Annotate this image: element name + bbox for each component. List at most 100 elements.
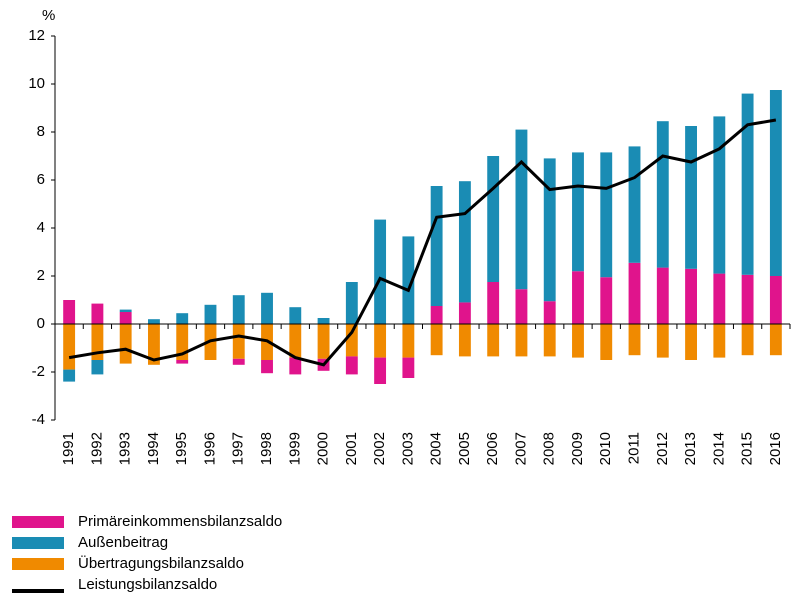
bar-segment: [600, 277, 613, 324]
x-tick-label: 1991: [60, 432, 77, 465]
bar-segment: [515, 289, 528, 324]
y-tick-label: 6: [37, 171, 45, 188]
bar-segment: [572, 271, 584, 324]
bar-segment: [176, 324, 189, 360]
bar-segment: [656, 267, 669, 324]
bar-segment: [63, 300, 76, 324]
bar-segment: [119, 324, 132, 364]
x-tick-label: 1997: [230, 432, 247, 465]
x-tick-label: 2014: [710, 432, 727, 465]
x-tick-label: 1992: [88, 432, 105, 465]
y-tick-label: 0: [37, 315, 45, 332]
bar-segment: [741, 324, 754, 356]
bar-segment: [176, 360, 189, 364]
legend-swatch: [12, 589, 64, 593]
bar-segment: [232, 358, 245, 365]
bar-segment: [628, 146, 641, 263]
bar-segment: [543, 301, 556, 324]
legend-label: Übertragungsbilanzsaldo: [78, 554, 244, 572]
x-tick-label: 2001: [343, 432, 360, 465]
bar-segment: [119, 312, 132, 324]
x-tick-label: 2015: [739, 432, 756, 465]
bar-segment: [345, 356, 358, 375]
bar-segment: [487, 324, 500, 357]
bar-segment: [289, 307, 302, 324]
bar-segment: [685, 324, 697, 360]
x-tick-label: 1999: [286, 432, 303, 465]
bar-segment: [656, 121, 669, 268]
bar-segment: [402, 324, 415, 358]
bar-segment: [543, 158, 556, 302]
bar-segment: [713, 324, 726, 358]
bar-segment: [600, 152, 613, 278]
bar-segment: [741, 93, 754, 275]
bar-segment: [232, 295, 245, 324]
x-tick-label: 1994: [145, 432, 162, 465]
x-tick-label: 2005: [456, 432, 473, 465]
bar-segment: [63, 324, 76, 370]
x-tick-label: 2007: [512, 432, 529, 465]
x-tick-label: 2009: [569, 432, 586, 465]
bar-segment: [204, 304, 217, 324]
y-tick-label: 10: [28, 75, 45, 92]
x-tick-label: 2013: [682, 432, 699, 465]
bar-segment: [261, 292, 273, 324]
bar-segment: [572, 324, 584, 358]
bar-segment: [345, 282, 358, 324]
bar-segment: [769, 324, 782, 356]
bar-segment: [91, 303, 104, 324]
legend-label: Primäreinkommensbilanzsaldo: [78, 513, 282, 530]
bar-segment: [572, 152, 584, 272]
bar-segment: [119, 309, 132, 312]
bar-segment: [430, 186, 443, 306]
y-tick-label: 12: [28, 27, 45, 44]
legend-swatch: [12, 537, 64, 549]
x-tick-label: 1993: [117, 432, 134, 465]
bar-segment: [600, 324, 613, 360]
x-tick-label: 2000: [315, 432, 332, 465]
x-tick-label: 2008: [541, 432, 558, 465]
bar-segment: [515, 324, 528, 357]
x-tick-label: 1995: [173, 432, 190, 465]
bar-segment: [741, 274, 754, 324]
bar-segment: [515, 129, 528, 290]
bar-segment: [374, 357, 387, 384]
bar-segment: [458, 181, 471, 303]
bar-segment: [713, 116, 726, 274]
bar-segment: [176, 313, 189, 324]
y-tick-label: -2: [32, 363, 45, 380]
bar-segment: [63, 369, 76, 382]
bar-segment: [374, 324, 387, 358]
bar-segment: [458, 324, 471, 357]
bar-segment: [769, 276, 782, 324]
bar-segment: [374, 219, 387, 324]
bar-segment: [685, 126, 697, 269]
bar-segment: [543, 324, 556, 357]
bar-segment: [487, 282, 500, 324]
y-tick-label: -4: [32, 411, 45, 428]
bar-segment: [458, 302, 471, 324]
x-tick-label: 2012: [654, 432, 671, 465]
legend-swatch: [12, 558, 64, 570]
bar-segment: [656, 324, 669, 358]
bar-segment: [713, 273, 726, 324]
bar-segment: [317, 324, 330, 359]
x-tick-label: 2003: [399, 432, 416, 465]
x-tick-label: 2006: [484, 432, 501, 465]
bar-segment: [769, 90, 782, 276]
x-tick-label: 1996: [201, 432, 218, 465]
bar-segment: [430, 306, 443, 324]
x-tick-label: 2011: [625, 432, 642, 464]
bar-segment: [148, 319, 160, 324]
x-tick-label: 2010: [597, 432, 614, 465]
bar-segment: [685, 268, 697, 324]
y-tick-label: 4: [37, 219, 45, 236]
bar-segment: [261, 360, 273, 374]
bar-segment: [430, 324, 443, 356]
bar-segment: [91, 360, 104, 375]
legend-label: Leistungsbilanzsaldo: [78, 576, 217, 593]
x-tick-label: 2016: [767, 432, 784, 465]
legend-label: Außenbeitrag: [78, 534, 168, 551]
x-tick-label: 1998: [258, 432, 275, 465]
